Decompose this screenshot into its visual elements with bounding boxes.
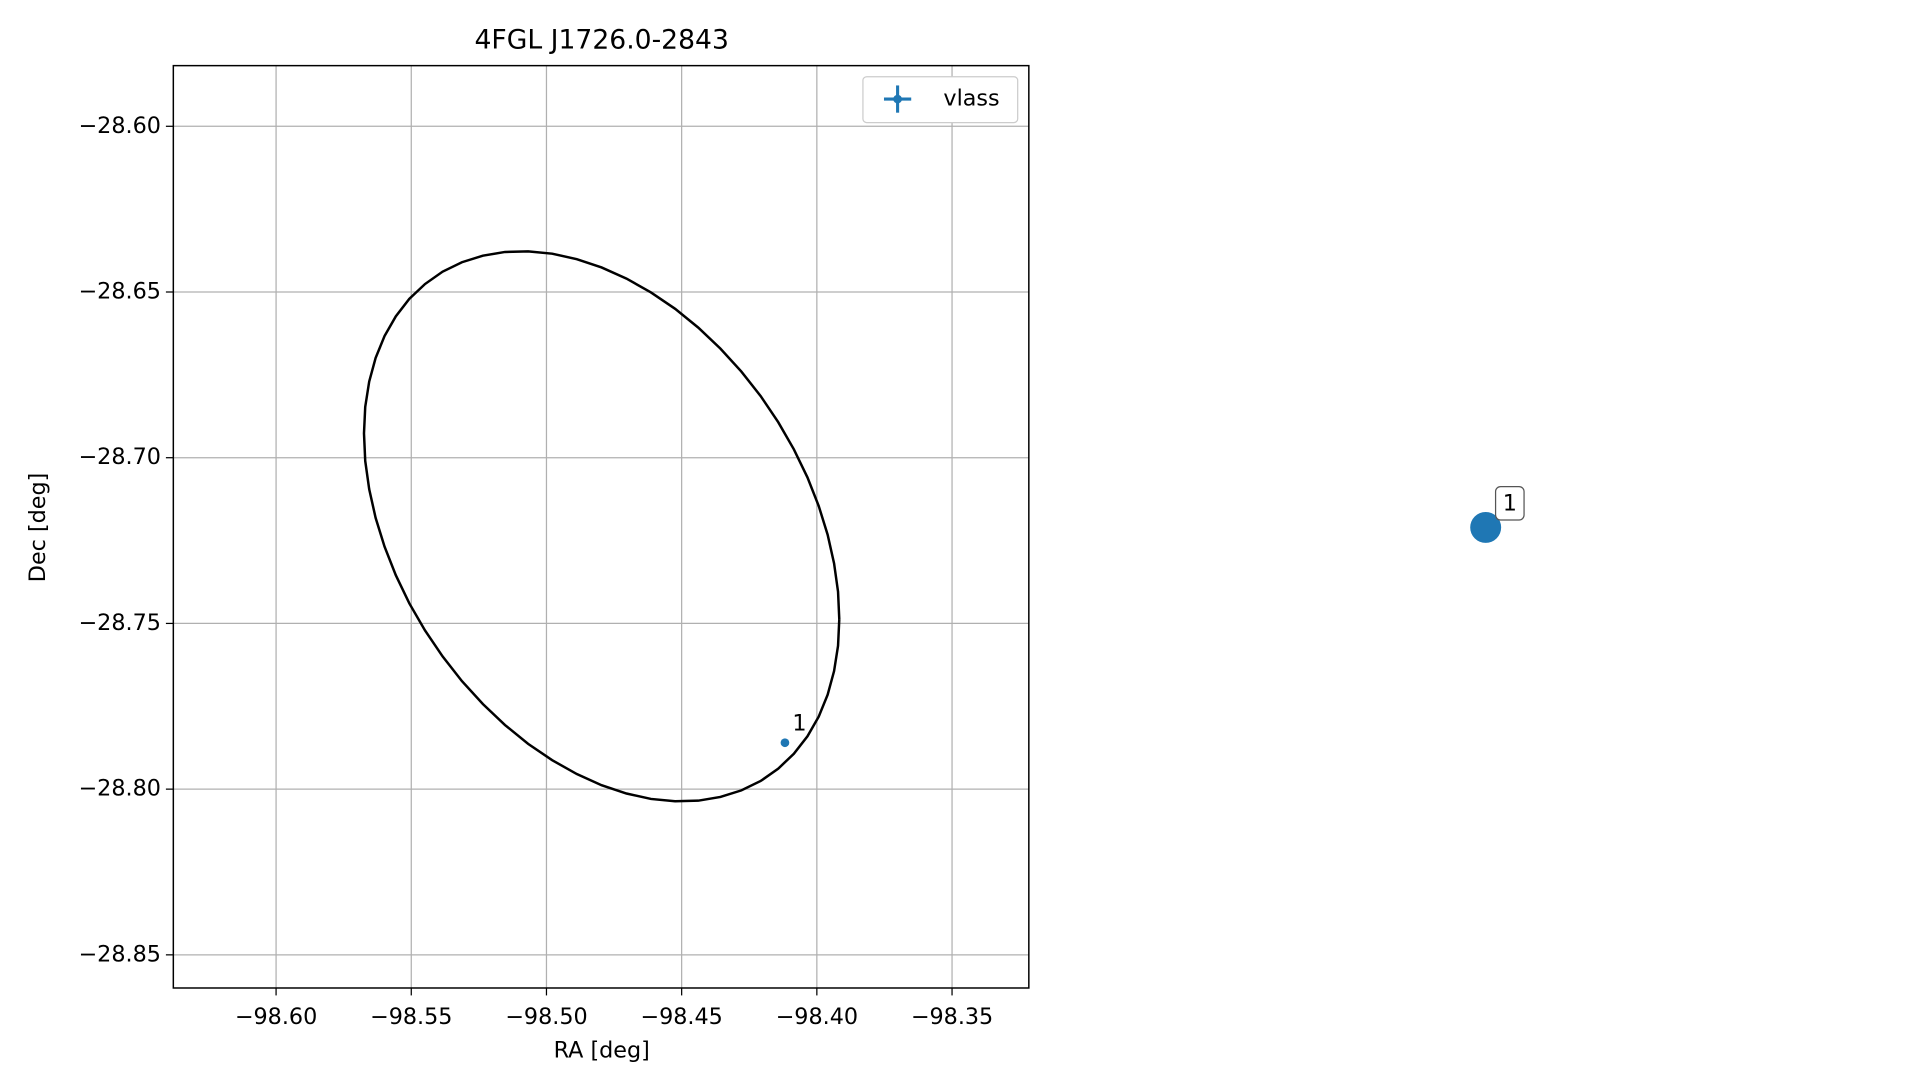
- x-tick-label: −98.55: [370, 1004, 452, 1030]
- x-tick-label: −98.35: [911, 1004, 993, 1030]
- graph-node: [1470, 511, 1502, 543]
- y-axis-label: Dec [deg]: [25, 473, 51, 583]
- y-tick-label: −28.75: [79, 610, 161, 636]
- y-tick-label: −28.65: [79, 278, 161, 304]
- y-tick-label: −28.85: [79, 941, 161, 967]
- legend-label: vlass: [943, 86, 999, 112]
- node-label: 1: [1503, 490, 1517, 516]
- node-label-box: [1494, 485, 1525, 521]
- legend-symbol: [893, 94, 902, 104]
- legend: vlass: [862, 76, 1019, 124]
- x-tick-label: −98.50: [505, 1004, 587, 1030]
- x-tick-label: −98.60: [235, 1004, 317, 1030]
- y-tick-label: −28.80: [79, 776, 161, 802]
- x-tick-label: −98.45: [640, 1004, 722, 1030]
- point-label: 1: [792, 711, 806, 737]
- x-axis-label: RA [deg]: [554, 1038, 650, 1064]
- plot-frame: [172, 64, 1030, 989]
- error-ellipse: [362, 250, 841, 803]
- y-tick-label: −28.60: [79, 113, 161, 139]
- chart-title: 4FGL J1726.0-2843: [474, 24, 728, 55]
- y-tick-label: −28.70: [79, 444, 161, 470]
- legend-box: [862, 76, 1019, 124]
- data-point: [780, 738, 790, 748]
- x-tick-label: −98.40: [776, 1004, 858, 1030]
